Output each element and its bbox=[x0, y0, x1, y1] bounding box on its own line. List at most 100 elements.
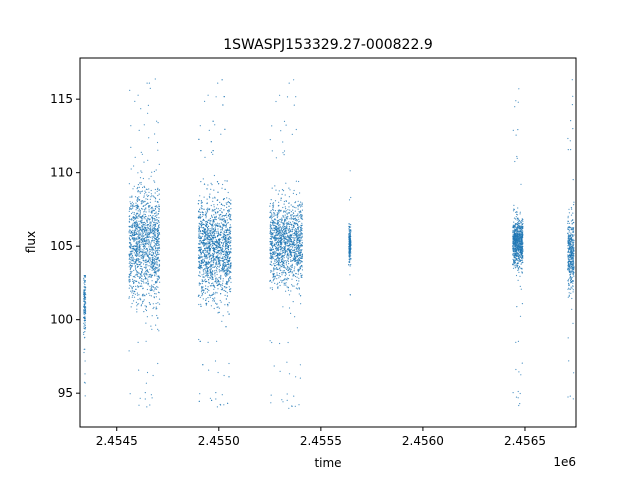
data-point bbox=[154, 267, 156, 270]
data-point bbox=[143, 226, 145, 228]
data-point bbox=[273, 365, 275, 367]
data-point bbox=[151, 258, 153, 260]
data-point bbox=[271, 232, 274, 234]
data-point bbox=[299, 267, 301, 269]
data-point bbox=[198, 261, 200, 263]
data-point bbox=[147, 159, 149, 161]
data-point bbox=[228, 278, 230, 280]
data-point bbox=[135, 215, 137, 217]
data-point bbox=[216, 212, 218, 214]
data-point bbox=[201, 201, 203, 203]
data-point bbox=[270, 263, 272, 266]
data-point bbox=[222, 237, 224, 239]
data-point bbox=[227, 229, 229, 231]
data-point bbox=[151, 328, 153, 330]
data-point bbox=[219, 226, 221, 228]
data-point bbox=[223, 269, 225, 271]
data-point bbox=[137, 286, 139, 288]
data-point bbox=[275, 252, 277, 254]
data-point bbox=[204, 100, 206, 102]
data-point bbox=[212, 245, 214, 247]
data-point bbox=[147, 218, 149, 220]
data-point bbox=[280, 241, 282, 244]
data-point bbox=[200, 220, 202, 222]
data-point bbox=[153, 223, 155, 226]
data-point bbox=[213, 300, 215, 302]
data-point bbox=[300, 236, 302, 238]
data-point bbox=[299, 233, 301, 235]
data-point bbox=[155, 296, 157, 298]
data-point bbox=[132, 207, 134, 209]
data-point bbox=[222, 282, 224, 284]
data-point bbox=[201, 274, 203, 276]
data-point bbox=[214, 281, 216, 283]
data-point bbox=[158, 244, 160, 246]
data-point bbox=[136, 254, 138, 257]
data-point bbox=[155, 232, 157, 234]
data-point bbox=[270, 231, 272, 233]
data-point bbox=[198, 138, 200, 140]
data-point bbox=[214, 273, 216, 275]
data-point bbox=[199, 217, 201, 219]
data-point bbox=[278, 281, 281, 283]
data-point bbox=[284, 228, 286, 230]
data-point bbox=[220, 278, 222, 280]
data-point bbox=[213, 210, 215, 212]
data-point bbox=[159, 281, 161, 283]
data-point bbox=[283, 241, 285, 244]
data-point bbox=[294, 210, 296, 212]
data-point bbox=[139, 252, 141, 254]
data-point bbox=[155, 215, 157, 217]
data-point bbox=[272, 246, 274, 248]
data-point bbox=[292, 225, 295, 227]
data-point bbox=[286, 96, 289, 98]
data-point bbox=[270, 218, 273, 220]
data-point bbox=[132, 188, 134, 190]
data-point bbox=[350, 242, 352, 244]
data-point bbox=[270, 394, 272, 396]
data-point bbox=[230, 288, 232, 290]
data-point bbox=[146, 252, 148, 254]
data-point bbox=[228, 264, 230, 266]
data-point bbox=[210, 228, 212, 230]
data-point bbox=[224, 241, 226, 243]
data-point bbox=[129, 208, 132, 210]
data-point bbox=[158, 189, 160, 191]
data-point bbox=[287, 236, 289, 238]
data-point bbox=[208, 258, 211, 260]
data-point bbox=[198, 243, 200, 245]
data-point bbox=[287, 252, 289, 254]
data-point bbox=[206, 198, 208, 200]
data-point bbox=[289, 251, 291, 253]
data-point bbox=[135, 238, 138, 240]
data-point bbox=[148, 209, 150, 211]
data-point bbox=[215, 218, 217, 221]
data-point bbox=[271, 242, 273, 244]
data-point bbox=[83, 381, 86, 383]
data-point bbox=[271, 187, 273, 189]
data-point bbox=[298, 241, 300, 243]
data-point bbox=[207, 269, 209, 271]
data-point bbox=[147, 255, 150, 257]
data-point bbox=[294, 316, 296, 318]
data-point bbox=[290, 250, 292, 252]
data-point bbox=[221, 79, 223, 81]
data-point bbox=[281, 219, 283, 221]
data-point bbox=[224, 304, 226, 306]
data-point bbox=[277, 193, 279, 195]
data-point bbox=[153, 224, 155, 227]
data-point bbox=[215, 215, 217, 217]
data-point bbox=[144, 186, 146, 188]
data-point bbox=[141, 249, 143, 251]
data-point bbox=[134, 279, 136, 282]
data-point bbox=[85, 303, 87, 305]
data-point bbox=[274, 185, 276, 187]
data-point bbox=[350, 258, 352, 260]
data-point bbox=[350, 231, 352, 233]
data-point bbox=[149, 214, 152, 217]
data-point bbox=[207, 341, 209, 343]
data-point bbox=[203, 289, 205, 291]
data-point bbox=[225, 237, 227, 239]
data-point bbox=[350, 251, 352, 253]
data-point bbox=[155, 221, 157, 224]
